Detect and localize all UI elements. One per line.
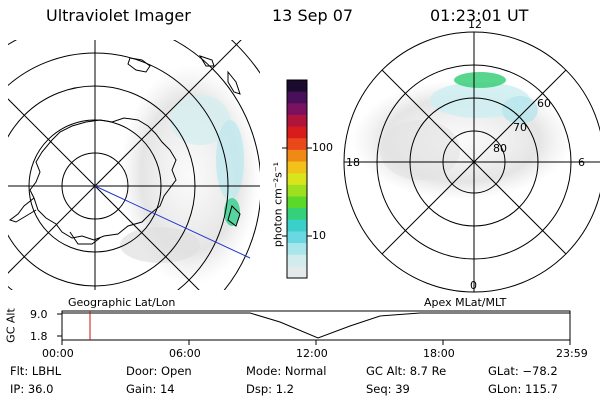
image-patch: [216, 120, 244, 200]
info-value: −78.2: [522, 364, 558, 378]
coastline: [69, 231, 101, 245]
info-label: Gain:: [126, 382, 157, 396]
color-bar-unit-label: photon cm⁻²s⁻¹: [271, 161, 285, 248]
color-bar-band: [287, 103, 307, 116]
image-patch: [502, 96, 538, 124]
altitude-curve: [62, 312, 570, 339]
island-outline: [127, 57, 151, 73]
polar-diagonal: [381, 69, 567, 255]
info-glon: GLon: 115.7: [488, 382, 558, 396]
altitude-timeline: [57, 310, 571, 345]
info-label: Door:: [126, 364, 158, 378]
time-label: 01:23:01 UT: [430, 6, 529, 25]
color-bar-band: [287, 138, 307, 151]
info-value: Open: [160, 364, 192, 378]
timeline-x-tick-label: 18:00: [423, 347, 455, 360]
sun-direction-line: [94, 185, 251, 259]
color-bar-band: [287, 196, 307, 209]
info-value: 1.2: [275, 382, 294, 396]
color-bar-band: [287, 91, 307, 104]
timeline-x-tick-label: 12:00: [296, 347, 328, 360]
color-bar-band: [287, 184, 307, 198]
mlat-label: 70: [513, 121, 527, 134]
info-door: Door: Open: [126, 364, 192, 378]
color-bar-band: [287, 126, 307, 139]
info-value: 36.0: [27, 382, 54, 396]
instrument-title: Ultraviolet Imager: [46, 6, 191, 25]
color-bar-band: [287, 161, 307, 174]
island-outline: [198, 55, 215, 67]
color-bar-band: [287, 149, 307, 163]
info-label: Dsp:: [246, 382, 273, 396]
info-ip: IP: 36.0: [10, 382, 53, 396]
info-value: 39: [395, 382, 410, 396]
info-dsp: Dsp: 1.2: [246, 382, 294, 396]
info-label: Seq:: [366, 382, 392, 396]
info-seq: Seq: 39: [366, 382, 410, 396]
color-bar-band: [287, 266, 307, 279]
info-value: 115.7: [524, 382, 558, 396]
mlt-label-dusk: 18: [346, 156, 360, 169]
color-bar-band: [287, 254, 307, 267]
timeline-left-title: Geographic Lat/Lon: [68, 296, 176, 309]
mlat-label: 80: [493, 142, 507, 155]
color-bar-tick-label: 10: [312, 229, 326, 242]
info-flt: Flt: LBHL: [10, 364, 61, 378]
color-bar-band: [287, 231, 307, 244]
info-label: GC Alt:: [366, 364, 407, 378]
image-patch: [170, 95, 230, 145]
info-value: 8.7 Re: [409, 364, 447, 378]
info-glat: GLat: −78.2: [488, 364, 558, 378]
timeline-right-title: Apex MLat/MLT: [424, 296, 507, 309]
color-bar-band: [287, 173, 307, 186]
info-label: GLon:: [488, 382, 522, 396]
timeline-x-tick-label: 23:59: [556, 347, 588, 360]
peninsula-coastline: [8, 197, 37, 223]
timeline-x-tick-label: 06:00: [169, 347, 201, 360]
date-label: 13 Sep 07: [272, 6, 354, 25]
timeline-y-tick-label: 1.8: [30, 330, 48, 343]
color-bar-frame: [286, 79, 308, 279]
info-value: Normal: [284, 364, 327, 378]
info-label: Mode:: [246, 364, 282, 378]
mlat-label: 60: [537, 97, 551, 110]
info-label: Flt:: [10, 364, 29, 378]
timeline-y-axis-label: GC Alt: [4, 308, 18, 343]
island-outline: [227, 205, 241, 227]
info-mode: Mode: Normal: [246, 364, 326, 378]
info-value: 14: [159, 382, 175, 396]
geographic-map: [8, 40, 260, 290]
color-bar-tick-label: 100: [312, 141, 333, 154]
info-gc-alt: GC Alt: 8.7 Re: [366, 364, 446, 378]
info-label: IP:: [10, 382, 25, 396]
info-value: LBHL: [31, 364, 62, 378]
color-bar: [287, 80, 307, 279]
mlt-label-noon: 12: [468, 18, 482, 31]
info-label: GLat:: [488, 364, 519, 378]
color-bar-band: [287, 114, 307, 128]
mlt-label-dawn: 6: [578, 156, 585, 169]
island-outline: [227, 70, 241, 95]
polar-plot: [343, 31, 600, 293]
timeline-y-tick-label: 9.0: [30, 308, 48, 321]
color-bar-band: [287, 219, 307, 233]
color-bar-band: [287, 80, 307, 93]
info-gain: Gain: 14: [126, 382, 175, 396]
image-patch: [120, 227, 200, 263]
timeline-x-tick-label: 00:00: [42, 347, 74, 360]
color-bar-band: [287, 208, 307, 221]
mlt-label-midnight: 0: [470, 279, 477, 292]
emission-spot: [454, 72, 506, 88]
color-bar-band: [287, 243, 307, 256]
timeline-frame: [61, 310, 571, 341]
image-patch: [380, 120, 460, 180]
